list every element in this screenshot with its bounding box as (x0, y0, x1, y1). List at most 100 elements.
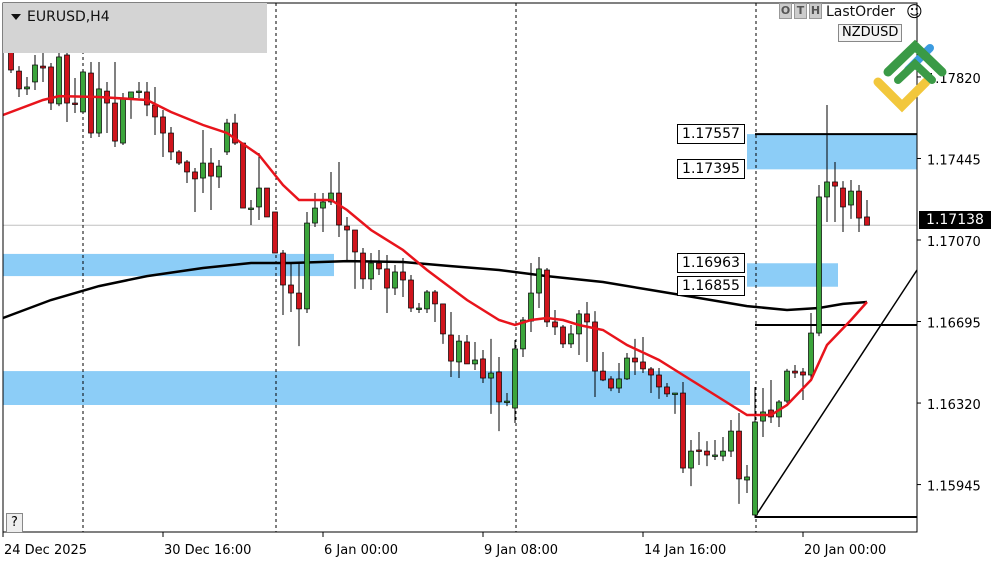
zone-price-label: 1.17557 (677, 124, 745, 144)
candle (680, 381, 686, 474)
candle-body (344, 225, 350, 231)
logo-green-stroke (894, 58, 936, 84)
candle (568, 325, 574, 349)
candle-body (760, 411, 766, 422)
candle (608, 376, 614, 392)
candle (560, 325, 566, 349)
candle (864, 200, 870, 226)
candle-body (520, 319, 526, 350)
candle (120, 93, 126, 145)
candle-body (448, 334, 454, 362)
candle-body (152, 104, 158, 118)
symbol-panel: EURUSD,H4 (3, 3, 267, 53)
candle-body (688, 450, 694, 469)
candle-body (176, 151, 182, 164)
candle-body (56, 56, 62, 105)
candle-body (640, 361, 646, 370)
candle (456, 335, 462, 379)
candle (40, 51, 46, 82)
x-tick-label: 24 Dec 2025 (4, 543, 87, 558)
last-order-label: LastOrder (826, 4, 895, 20)
help-button[interactable]: ? (6, 513, 23, 533)
candle (96, 61, 102, 137)
candle (336, 161, 342, 237)
symbol-dropdown[interactable]: EURUSD,H4 (11, 9, 110, 25)
candle-body (240, 142, 246, 209)
candle-body (472, 359, 478, 365)
candle-body (424, 291, 430, 310)
candle (552, 310, 558, 335)
bid-price-label: 1.17138 (919, 211, 991, 229)
candle (720, 436, 726, 462)
candle (576, 310, 582, 355)
candle (840, 181, 846, 232)
nzdusd-button[interactable]: NZDUSD (838, 24, 903, 42)
candle (504, 393, 510, 407)
candle (648, 366, 654, 394)
candle-body (352, 229, 358, 253)
candle (800, 368, 806, 400)
open-button[interactable]: O (779, 3, 792, 19)
candle-body (864, 216, 870, 226)
candle (416, 303, 422, 314)
candle (536, 256, 542, 309)
history-button[interactable]: H (809, 3, 822, 19)
candle-body (504, 400, 510, 403)
candle-body (184, 161, 190, 173)
y-tick-label: 1.15945 (927, 480, 981, 495)
candle-body (464, 341, 470, 365)
trade-button[interactable]: T (794, 3, 807, 19)
candle (344, 216, 350, 260)
candle (384, 255, 390, 314)
candle-body (680, 392, 686, 469)
candle-body (112, 102, 118, 142)
candle (792, 365, 798, 379)
candle (752, 386, 758, 519)
candle-body (712, 454, 718, 457)
candle-body (696, 449, 702, 452)
candle (616, 363, 622, 394)
candle-body (48, 66, 54, 104)
candle-body (400, 271, 406, 281)
candle-body (792, 370, 798, 374)
candle-body (224, 122, 230, 153)
candle (464, 335, 470, 365)
x-tick-label: 14 Jan 16:00 (644, 543, 726, 558)
candle (368, 253, 374, 290)
candle-body (648, 368, 654, 376)
candle (760, 388, 766, 437)
broker-logo-icon (873, 39, 947, 113)
candle-body (72, 102, 78, 105)
candle (312, 193, 318, 227)
candle (664, 383, 670, 397)
candle-body (632, 357, 638, 363)
candle (280, 250, 286, 315)
candle (640, 336, 646, 374)
candle-body (720, 450, 726, 457)
candle (704, 441, 710, 467)
candle-body (440, 303, 446, 335)
candle-body (264, 187, 270, 218)
candle (688, 440, 694, 487)
fast-moving-average-line (2, 94, 868, 417)
candle-body (144, 91, 150, 106)
candle-body (456, 340, 462, 363)
candle-body (800, 371, 806, 376)
y-tick-label: 1.17070 (927, 235, 981, 250)
candle (728, 420, 734, 457)
candle-body (496, 371, 502, 403)
candle (184, 160, 190, 184)
candle-body (536, 268, 542, 294)
candle-body (728, 430, 734, 452)
candle (496, 356, 502, 432)
candle (656, 368, 662, 399)
candle (176, 150, 182, 165)
candle (112, 61, 118, 147)
candle-body (40, 65, 46, 69)
candle-body (832, 181, 838, 187)
candle (168, 126, 174, 160)
symbol-label: EURUSD,H4 (27, 9, 110, 25)
candle-body (544, 269, 550, 323)
candle-body (280, 252, 286, 286)
